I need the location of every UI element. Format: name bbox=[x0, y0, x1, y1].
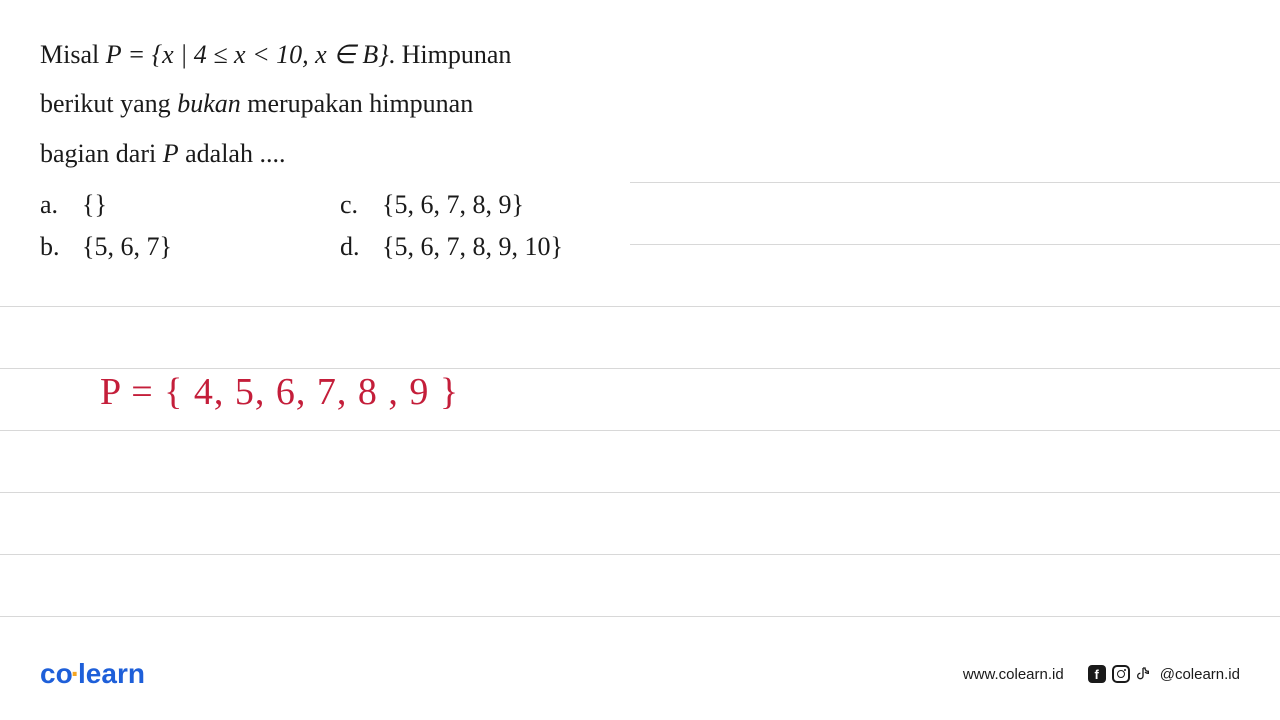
content-area: Misal P = {x | 4 ≤ x < 10, x ∈ B}. Himpu… bbox=[0, 0, 1280, 262]
option-c-text: {5, 6, 7, 8, 9} bbox=[382, 190, 524, 220]
question-text: Misal P = {x | 4 ≤ x < 10, x ∈ B}. Himpu… bbox=[40, 30, 660, 178]
question-line1-pre: Misal bbox=[40, 40, 106, 69]
option-c-label: c. bbox=[340, 190, 364, 220]
footer: co·learn www.colearn.id f @colearn.id bbox=[0, 658, 1280, 690]
option-a: a. {} bbox=[40, 190, 340, 220]
ruled-line bbox=[0, 306, 1280, 307]
logo-learn: learn bbox=[78, 658, 145, 689]
ruled-line bbox=[0, 368, 1280, 369]
ruled-line bbox=[0, 492, 1280, 493]
option-b: b. {5, 6, 7} bbox=[40, 232, 340, 262]
option-a-label: a. bbox=[40, 190, 64, 220]
question-line1-math: P = {x | 4 ≤ x < 10, x ∈ B} bbox=[106, 40, 389, 69]
tiktok-icon bbox=[1136, 665, 1154, 683]
question-line2-pre: berikut yang bbox=[40, 89, 177, 118]
facebook-icon: f bbox=[1088, 665, 1106, 683]
option-d-text: {5, 6, 7, 8, 9, 10} bbox=[382, 232, 563, 262]
ruled-line bbox=[0, 554, 1280, 555]
social-handle-text: @colearn.id bbox=[1160, 666, 1240, 683]
footer-right: www.colearn.id f @colearn.id bbox=[963, 665, 1240, 683]
question-line2-post: merupakan himpunan bbox=[241, 89, 474, 118]
question-line3-post: adalah .... bbox=[179, 139, 286, 168]
logo: co·learn bbox=[40, 658, 145, 690]
option-a-text: {} bbox=[82, 190, 107, 220]
logo-co: co bbox=[40, 658, 73, 689]
question-line3-math: P bbox=[163, 139, 179, 168]
question-line1-post: . Himpunan bbox=[389, 40, 512, 69]
option-b-text: {5, 6, 7} bbox=[82, 232, 172, 262]
option-d-label: d. bbox=[340, 232, 364, 262]
social-handles: f @colearn.id bbox=[1088, 665, 1240, 683]
instagram-icon bbox=[1112, 665, 1130, 683]
option-c: c. {5, 6, 7, 8, 9} bbox=[340, 190, 680, 220]
ruled-line bbox=[0, 430, 1280, 431]
website-url: www.colearn.id bbox=[963, 666, 1064, 683]
ruled-line bbox=[0, 616, 1280, 617]
question-line3: bagian dari bbox=[40, 139, 163, 168]
option-b-label: b. bbox=[40, 232, 64, 262]
option-d: d. {5, 6, 7, 8, 9, 10} bbox=[340, 232, 680, 262]
question-line2-italic: bukan bbox=[177, 89, 241, 118]
handwriting-answer: P = { 4, 5, 6, 7, 8 , 9 } bbox=[100, 370, 459, 414]
options-grid: a. {} c. {5, 6, 7, 8, 9} b. {5, 6, 7} d.… bbox=[40, 190, 1240, 262]
